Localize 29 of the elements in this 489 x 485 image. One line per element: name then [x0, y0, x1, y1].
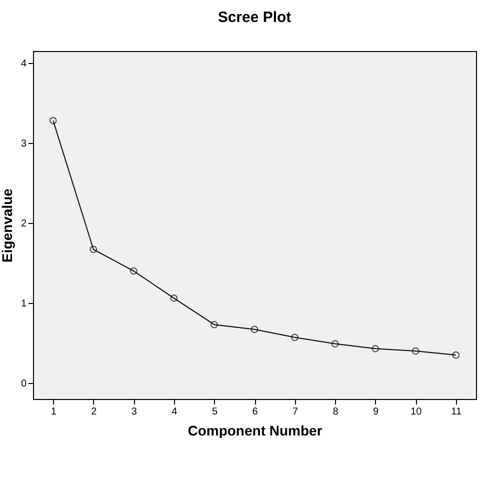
point: [49, 116, 57, 124]
y-tick-label: 0: [20, 378, 27, 390]
point: [170, 294, 178, 302]
x-tick-label: 8: [332, 406, 339, 418]
point: [452, 351, 460, 359]
point: [331, 340, 339, 348]
point: [412, 347, 420, 355]
x-tick-label: 10: [410, 406, 422, 418]
x-tick-label: 5: [212, 406, 218, 418]
y-axis-title: Eigenvalue: [0, 188, 15, 262]
x-tick-label: 3: [131, 406, 138, 418]
point: [372, 344, 379, 352]
x-tick-label: 1: [50, 406, 57, 418]
chart-title: Scree Plot: [218, 9, 292, 26]
y-tick-label: 4: [20, 58, 27, 70]
y-tick-label: 2: [20, 218, 27, 230]
point: [130, 267, 138, 275]
point: [90, 246, 98, 254]
point: [210, 320, 218, 328]
x-tick-label: 4: [172, 406, 178, 418]
x-tick-label: 6: [252, 406, 258, 418]
x-tick-label: 11: [451, 406, 462, 418]
point: [291, 334, 298, 342]
x-tick-label: 7: [292, 406, 298, 418]
x-tick-label: 2: [91, 406, 98, 418]
x-tick-label: 9: [373, 406, 380, 418]
y-tick-label: 3: [20, 138, 27, 150]
point: [250, 326, 258, 334]
y-tick-label: 1: [20, 298, 27, 310]
